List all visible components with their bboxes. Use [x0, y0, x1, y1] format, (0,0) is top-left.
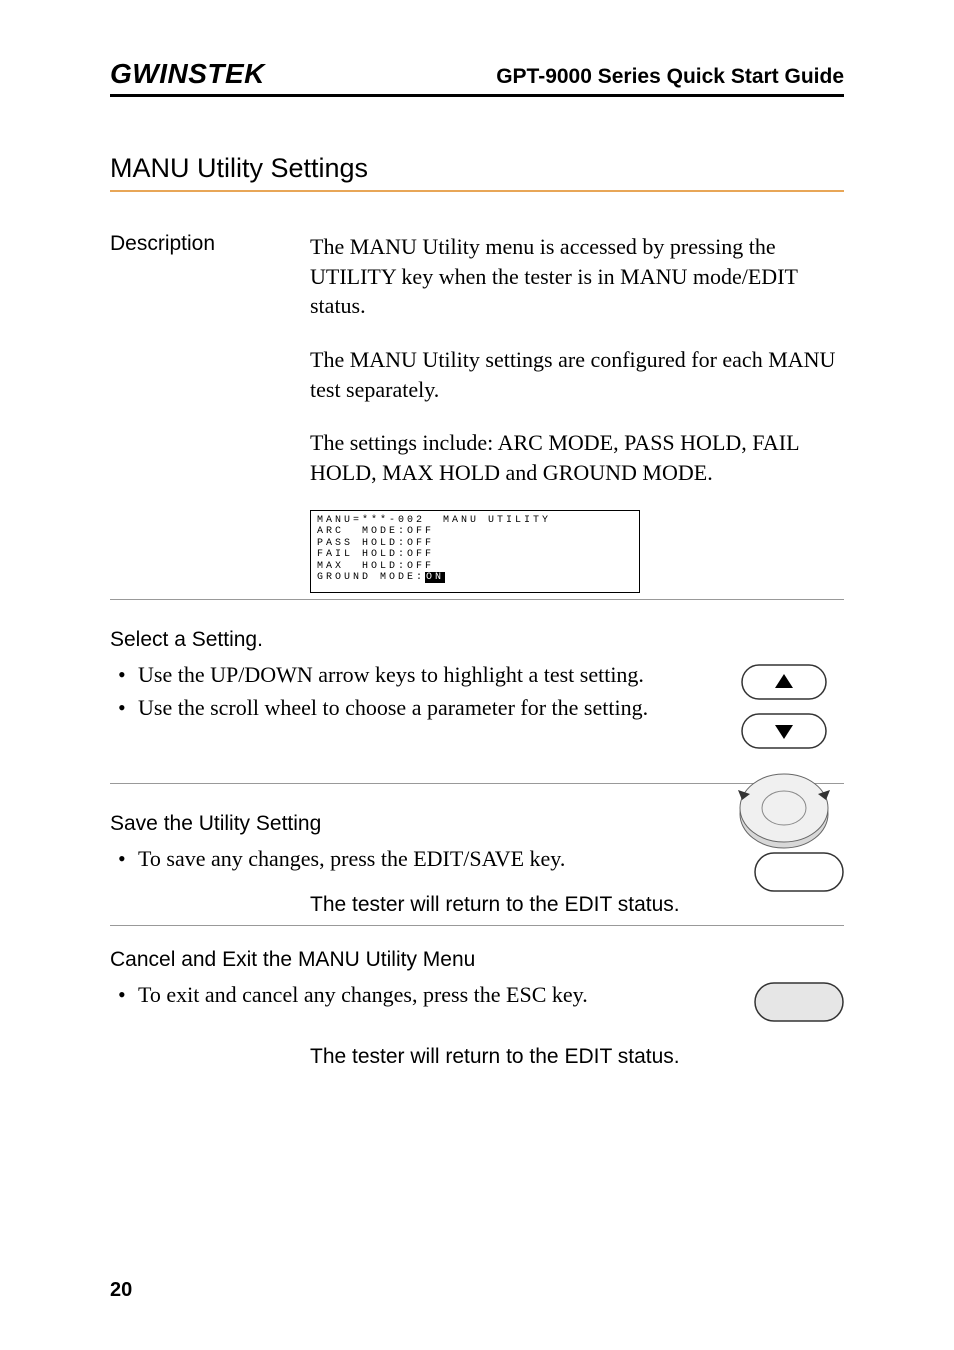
lcd-display: MANU=***-002 MANU UTILITY ARC MODE:OFF P… [310, 510, 640, 593]
esc-button-icon [754, 982, 844, 1022]
cancel-exit-block: Cancel and Exit the MANU Utility Menu To… [110, 948, 844, 1011]
section-title: MANU Utility Settings [110, 153, 844, 184]
guide-title: GPT-9000 Series Quick Start Guide [496, 65, 844, 89]
lcd-selected-value: ON [425, 572, 445, 583]
description-p2: The MANU Utility settings are configured… [310, 345, 844, 404]
divider [110, 599, 844, 600]
save-setting-block: Save the Utility Setting To save any cha… [110, 812, 844, 875]
lcd-line: PASS HOLD:OFF [317, 538, 633, 550]
lcd-line: MANU=***-002 MANU UTILITY [317, 515, 633, 527]
select-setting-block: Select a Setting. Use the UP/DOWN arrow … [110, 628, 844, 724]
header-rule [110, 94, 844, 97]
lcd-line: GROUND MODE:ON [317, 572, 633, 584]
divider [110, 925, 844, 926]
description-text: The MANU Utility menu is accessed by pre… [310, 232, 844, 502]
description-block: Description The MANU Utility menu is acc… [110, 232, 844, 502]
page-number: 20 [110, 1279, 132, 1302]
edit-save-button-icon [754, 852, 844, 892]
down-arrow-button-icon [741, 713, 827, 749]
return-note: The tester will return to the EDIT statu… [310, 1045, 844, 1069]
step-title: Select a Setting. [110, 628, 844, 652]
lcd-line: ARC MODE:OFF [317, 526, 633, 538]
step-title: Cancel and Exit the MANU Utility Menu [110, 948, 844, 972]
step-bullet: To exit and cancel any changes, press th… [138, 980, 844, 1011]
return-note: The tester will return to the EDIT statu… [310, 893, 844, 917]
lcd-line: MAX HOLD:OFF [317, 561, 633, 573]
section-rule [110, 190, 844, 192]
brand-logo: GWINSTEK [110, 58, 265, 90]
step-title: Save the Utility Setting [110, 812, 844, 836]
page-header: GWINSTEK GPT-9000 Series Quick Start Gui… [110, 58, 844, 90]
description-p1: The MANU Utility menu is accessed by pre… [310, 232, 844, 321]
lcd-label: GROUND MODE: [317, 572, 425, 583]
description-p3: The settings include: ARC MODE, PASS HOL… [310, 428, 844, 487]
step-bullet: To save any changes, press the EDIT/SAVE… [138, 844, 844, 875]
lcd-line: FAIL HOLD:OFF [317, 549, 633, 561]
description-label: Description [110, 232, 310, 502]
up-arrow-button-icon [741, 664, 827, 700]
